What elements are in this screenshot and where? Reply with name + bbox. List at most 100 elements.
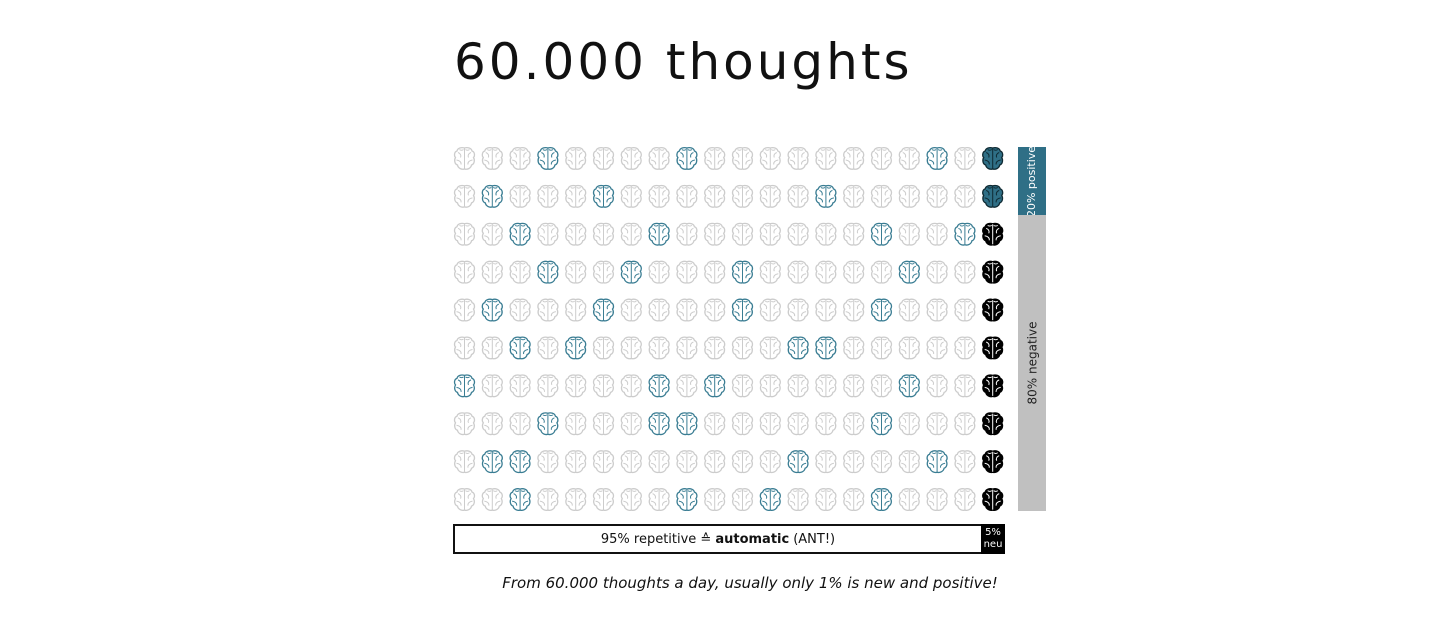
negative-label: 80% negative: [1025, 321, 1039, 405]
brain-icon: [481, 488, 503, 511]
positive-bar: 20% positive: [1018, 145, 1046, 217]
brain-icon: [676, 450, 698, 474]
brain-icon: [787, 222, 809, 246]
brain-icon: [592, 374, 615, 398]
brain-icon: [620, 184, 642, 208]
brain-icon: [509, 146, 531, 170]
new-label: neu: [983, 539, 1003, 550]
brain-icon: [815, 298, 837, 322]
brain-icon: [815, 146, 837, 170]
brain-icon: [592, 412, 615, 436]
brain-icon: [731, 146, 754, 170]
brain-icon: [982, 260, 1004, 284]
brain-icon: [592, 488, 615, 511]
brain-icon: [898, 298, 920, 322]
brain-icon: [982, 336, 1004, 360]
brain-icon: [453, 336, 476, 360]
brain-icon: [537, 374, 559, 398]
brain-icon: [481, 260, 503, 284]
brain-icon: [592, 146, 615, 170]
brain-icon: [648, 488, 670, 511]
brain-icon: [787, 336, 809, 360]
new-percent: 5%: [985, 527, 1001, 538]
brain-icon: [982, 450, 1004, 474]
brain-icon: [982, 222, 1004, 246]
brain-icon: [620, 412, 642, 436]
brain-icon: [509, 374, 531, 398]
brain-icon: [592, 184, 615, 208]
brain-icon: [620, 298, 642, 322]
brain-icon: [704, 412, 726, 436]
brain-icon: [815, 488, 837, 511]
brain-icon: [481, 412, 503, 436]
brain-icon: [453, 260, 476, 284]
positive-label: 20% positive: [1025, 145, 1039, 217]
repetitive-bold: automatic: [715, 531, 790, 547]
brain-icon: [843, 260, 865, 284]
brain-icon: [731, 260, 754, 284]
brain-icon: [676, 488, 698, 511]
brain-icon: [620, 374, 642, 398]
brain-icon: [453, 488, 476, 511]
brain-icon: [648, 260, 670, 284]
brain-icon: [759, 412, 781, 436]
brain-icon: [843, 412, 865, 436]
brain-icon: [592, 298, 615, 322]
brain-icon: [592, 260, 615, 284]
brain-icon: [982, 488, 1004, 511]
brain-icon: [843, 374, 865, 398]
brain-icon: [898, 336, 920, 360]
brain-icon: [537, 488, 559, 511]
brain-icon: [759, 374, 781, 398]
brain-icon: [509, 412, 531, 436]
brain-icon: [759, 184, 781, 208]
brain-icon: [704, 336, 726, 360]
brain-icon: [509, 184, 531, 208]
brain-icon: [843, 488, 865, 511]
brain-icon: [537, 146, 559, 170]
brain-icon: [704, 374, 726, 398]
brain-icon: [787, 412, 809, 436]
brain-icon: [843, 450, 865, 474]
brain-icon: [620, 488, 642, 511]
brain-icon: [843, 146, 865, 170]
repetitive-bar: 95% repetitive ≙ automatic (ANT!): [453, 524, 983, 554]
brain-icon: [592, 222, 615, 246]
brain-icon: [565, 146, 587, 170]
brain-icon: [843, 298, 865, 322]
brain-icon: [481, 298, 503, 322]
brain-icon: [731, 374, 754, 398]
brain-icon: [926, 450, 948, 474]
brain-icon: [676, 412, 698, 436]
brain-icon: [870, 298, 893, 322]
brain-icon: [648, 336, 670, 360]
brain-icon: [481, 374, 503, 398]
brain-icon: [620, 146, 642, 170]
brain-icon: [481, 450, 503, 474]
brain-icon: [759, 336, 781, 360]
brain-icon: [676, 222, 698, 246]
brain-icon: [926, 260, 948, 284]
brain-icon: [592, 336, 615, 360]
brain-icon: [648, 146, 670, 170]
brain-icon: [843, 184, 865, 208]
brain-icon: [620, 336, 642, 360]
brain-icon: [676, 184, 698, 208]
brain-icon: [648, 412, 670, 436]
brain-icon: [954, 184, 976, 208]
brain-icon: [870, 184, 893, 208]
brain-icon: [898, 450, 920, 474]
brain-icon: [648, 298, 670, 322]
brain-icon: [926, 184, 948, 208]
brain-icon: [815, 222, 837, 246]
brain-icon: [481, 336, 503, 360]
brain-icon: [759, 298, 781, 322]
brain-icon: [592, 450, 615, 474]
brain-icon: [453, 374, 476, 398]
brain-icon: [870, 146, 893, 170]
brain-icon: [982, 298, 1004, 322]
brain-icon: [759, 488, 781, 511]
brain-icon: [509, 260, 531, 284]
brain-icon: [731, 450, 754, 474]
new-thoughts-box: 5% neu: [981, 524, 1005, 554]
